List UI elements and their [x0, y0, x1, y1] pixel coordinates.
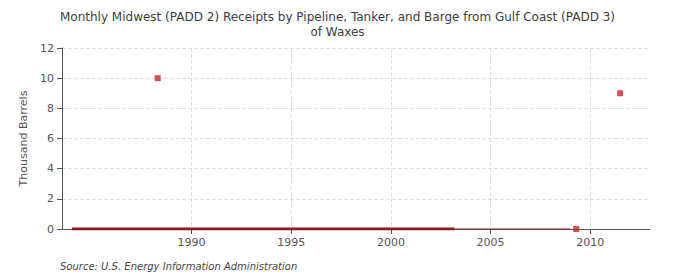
svg-text:Source: U.S. Energy Informatio: Source: U.S. Energy Information Administ… [60, 261, 297, 272]
svg-text:2005: 2005 [477, 236, 505, 249]
svg-text:10: 10 [40, 72, 54, 85]
svg-text:2010: 2010 [576, 236, 604, 249]
svg-text:Monthly Midwest (PADD 2) Recei: Monthly Midwest (PADD 2) Receipts by Pip… [60, 10, 615, 24]
svg-text:of Waxes: of Waxes [310, 25, 364, 39]
svg-text:8: 8 [47, 102, 54, 115]
svg-text:1995: 1995 [277, 236, 305, 249]
svg-text:2000: 2000 [377, 236, 405, 249]
svg-text:12: 12 [40, 42, 54, 55]
svg-text:1990: 1990 [178, 236, 206, 249]
svg-text:0: 0 [47, 223, 54, 236]
svg-text:6: 6 [47, 132, 54, 145]
svg-text:4: 4 [47, 162, 54, 175]
svg-text:2: 2 [47, 192, 54, 205]
svg-text:Thousand Barrels: Thousand Barrels [17, 90, 30, 187]
